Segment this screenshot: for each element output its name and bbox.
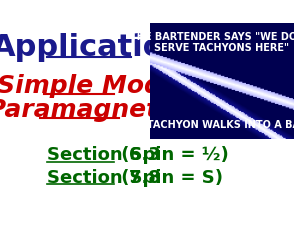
- Text: of Paramagnetism: of Paramagnetism: [0, 98, 208, 122]
- Text: (Spin = S): (Spin = S): [116, 169, 224, 187]
- Text: (Spin = ½): (Spin = ½): [116, 146, 229, 164]
- Text: Section 6.3: Section 6.3: [47, 146, 160, 164]
- Text: A TACHYON WALKS INTO A BAR: A TACHYON WALKS INTO A BAR: [136, 120, 300, 130]
- Text: Section 7.8: Section 7.8: [47, 169, 161, 187]
- Text: THE BARTENDER SAYS "WE DON'T
SERVE TACHYONS HERE": THE BARTENDER SAYS "WE DON'T SERVE TACHY…: [130, 32, 300, 54]
- Text: Application: Application: [0, 33, 186, 62]
- Text: A Simple Model: A Simple Model: [0, 74, 189, 98]
